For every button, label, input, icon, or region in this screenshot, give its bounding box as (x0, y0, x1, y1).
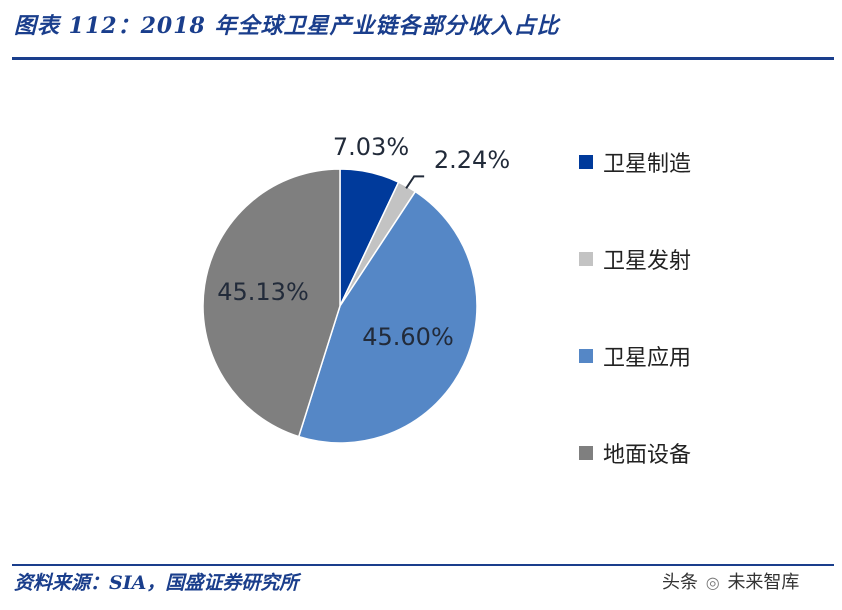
source-note: 资料来源：SIA，国盛证券研究所 (14, 572, 299, 594)
watermark-right-text: 未来智库 (727, 572, 800, 593)
header-rule (12, 57, 834, 60)
legend-item-satellite-manufacturing: 卫星制造 (579, 145, 691, 179)
legend-swatch (579, 446, 593, 460)
legend-item-satellite-launch: 卫星发射 (579, 242, 691, 276)
label-ground-equipment: 45.13% (217, 278, 309, 306)
leader-line (405, 175, 425, 189)
chart-title: 图表 112：2018 年全球卫星产业链各部分收入占比 (14, 13, 560, 39)
legend-swatch (579, 349, 593, 363)
label-satellite-launch: 2.24% (434, 146, 510, 174)
pie-slices (202, 168, 478, 444)
legend-label: 地面设备 (603, 443, 692, 468)
pie-labels: 7.03% 2.24% 45.60% 45.13% (217, 133, 510, 351)
legend-item-ground-equipment: 地面设备 (579, 436, 691, 470)
legend-item-satellite-application: 卫星应用 (579, 339, 691, 373)
legend-label: 卫星制造 (603, 152, 692, 177)
chart-legend: 卫星制造 卫星发射 卫星应用 地面设备 (579, 145, 691, 533)
watermark-left-text: 头条 (662, 572, 698, 593)
legend-swatch (579, 155, 593, 169)
camera-icon: ◎ (705, 573, 720, 592)
legend-swatch (579, 252, 593, 266)
footer-rule (12, 564, 834, 566)
label-satellite-application: 45.60% (362, 323, 454, 351)
legend-label: 卫星发射 (603, 249, 692, 274)
label-satellite-manufacturing: 7.03% (333, 133, 409, 161)
watermark: 头条 ◎ 未来智库 (662, 568, 799, 594)
slice-ground-equipment (202, 168, 341, 438)
legend-label: 卫星应用 (603, 346, 692, 371)
slice-satellite-application (297, 190, 478, 444)
